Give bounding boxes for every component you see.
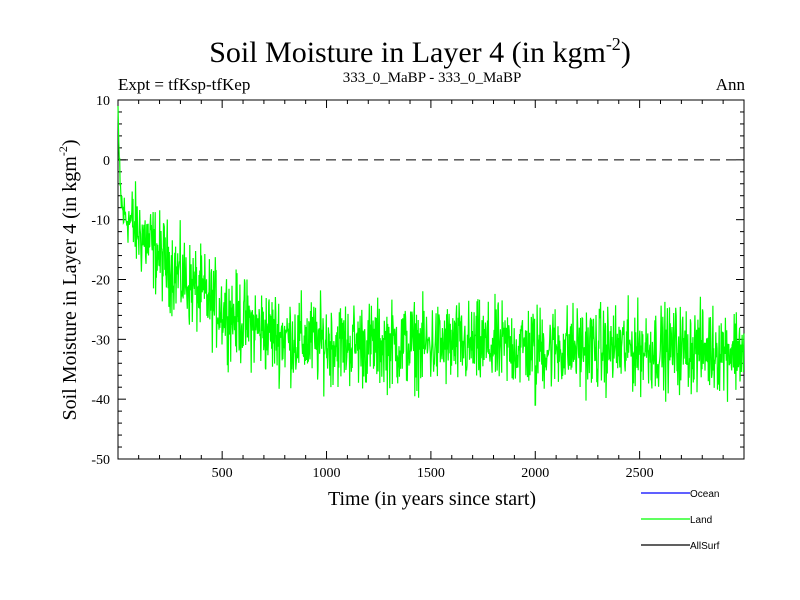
legend-label-land: Land (690, 515, 712, 526)
x-tick-label: 2000 (521, 466, 549, 481)
subtitle-right: Ann (716, 75, 746, 94)
x-tick-label: 1500 (417, 466, 445, 481)
y-tick-label: -20 (91, 274, 110, 289)
y-tick-label: 0 (103, 154, 110, 169)
x-tick-label: 1000 (313, 466, 341, 481)
y-axis-label-sup: -2 (56, 146, 70, 156)
land-series-line (117, 105, 745, 406)
subtitle-center: 333_0_MaBP - 333_0_MaBP (343, 70, 522, 86)
y-axis-label: Soil Moisture in Layer 4 (in kgm-2) (56, 139, 81, 420)
subtitle-left: Expt = tfKsp-tfKep (118, 75, 250, 94)
y-tick-label: -50 (91, 453, 110, 468)
y-tick-label: -40 (91, 393, 110, 408)
y-tick-labels: 10 0 -10 -20 -30 -40 -50 (91, 94, 110, 468)
x-tick-labels: 500 1000 1500 2000 2500 (212, 466, 654, 481)
x-axis-label: Time (in years since start) (328, 488, 536, 510)
legend-label-ocean: Ocean (690, 489, 719, 500)
legend: Ocean Land AllSurf (641, 489, 720, 552)
x-tick-label: 2500 (626, 466, 654, 481)
x-tick-label: 500 (212, 466, 233, 481)
legend-label-allsurf: AllSurf (690, 541, 720, 552)
y-tick-label: -30 (91, 333, 110, 348)
chart-title: Soil Moisture in Layer 4 (in kgm-2) (209, 34, 631, 69)
y-tick-label: -10 (91, 214, 110, 229)
chart-title-sup: -2 (606, 34, 621, 54)
y-tick-label: 10 (96, 94, 110, 109)
